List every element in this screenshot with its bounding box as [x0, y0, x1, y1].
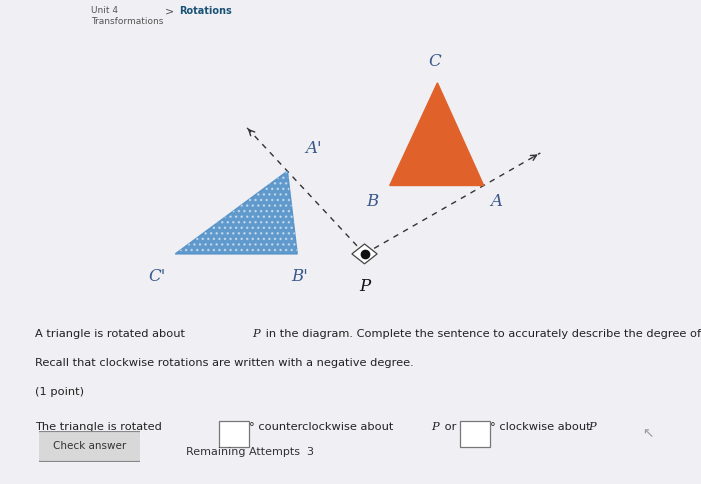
- Text: P: P: [359, 278, 370, 295]
- Text: B': B': [292, 268, 308, 285]
- Text: Check answer: Check answer: [53, 441, 126, 452]
- Text: C: C: [428, 53, 441, 70]
- Text: C': C': [148, 268, 165, 285]
- Text: A': A': [306, 140, 322, 157]
- Text: Remaining Attempts  3: Remaining Attempts 3: [186, 447, 314, 457]
- Polygon shape: [352, 244, 377, 264]
- Text: A: A: [491, 193, 503, 210]
- Text: A triangle is rotated about: A triangle is rotated about: [35, 329, 189, 339]
- Text: Recall that clockwise rotations are written with a negative degree.: Recall that clockwise rotations are writ…: [35, 358, 414, 368]
- Text: P: P: [252, 329, 259, 339]
- Text: P: P: [587, 422, 595, 432]
- Text: ° counterclockwise about: ° counterclockwise about: [249, 422, 397, 432]
- Text: P: P: [431, 422, 439, 432]
- FancyBboxPatch shape: [219, 421, 249, 447]
- Text: in the diagram. Complete the sentence to accurately describe the degree of rotat: in the diagram. Complete the sentence to…: [262, 329, 701, 339]
- Polygon shape: [175, 171, 297, 254]
- Text: Rotations: Rotations: [179, 6, 231, 16]
- Text: B: B: [367, 193, 379, 210]
- Text: Transformations: Transformations: [91, 16, 163, 26]
- Polygon shape: [390, 83, 484, 185]
- FancyBboxPatch shape: [460, 421, 490, 447]
- FancyBboxPatch shape: [34, 431, 145, 462]
- Text: ° clockwise about: ° clockwise about: [490, 422, 594, 432]
- Text: The triangle is rotated: The triangle is rotated: [35, 422, 165, 432]
- Text: (1 point): (1 point): [35, 387, 84, 396]
- Text: >: >: [165, 6, 174, 16]
- Text: or: or: [442, 422, 461, 432]
- Text: ↗: ↗: [641, 425, 655, 437]
- Text: Unit 4: Unit 4: [91, 6, 118, 15]
